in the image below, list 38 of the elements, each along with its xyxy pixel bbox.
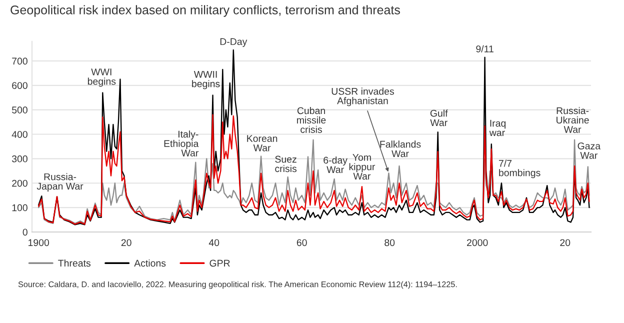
y-tick-label: 0 xyxy=(22,228,28,236)
annotation: Russia- Japan War xyxy=(36,173,84,192)
annotation: 6-day War xyxy=(324,156,348,174)
annotation: Gaza War xyxy=(578,142,601,159)
y-tick-label: 700 xyxy=(12,58,28,65)
y-tick-label: 600 xyxy=(12,82,28,90)
y-tick-label: 500 xyxy=(12,106,28,114)
y-tick-label: 100 xyxy=(12,204,28,212)
annotation: USSR invades Afghanistan xyxy=(332,88,394,106)
y-tick-label: 200 xyxy=(12,180,28,187)
chart-title: Geopolitical risk index based on military conflicts, terrorism and threats xyxy=(10,5,400,17)
annotation: Falklands War xyxy=(380,140,421,158)
x-tick-label: 60 xyxy=(296,239,307,246)
annotation: Russia- Ukraine War xyxy=(556,106,589,133)
x-tick-label: 80 xyxy=(384,239,395,246)
annotation: Italy- Ethiopia War xyxy=(164,130,199,156)
annotation: WWI begins xyxy=(88,68,116,87)
annotation: Suez crisis xyxy=(275,156,297,172)
legend-label: GPR xyxy=(210,260,230,267)
annotation: Gulf War xyxy=(430,110,448,126)
x-tick-label: 1900 xyxy=(28,239,50,246)
legend-label: Actions xyxy=(134,259,166,267)
annotation: 7/7 bombings xyxy=(498,160,540,178)
annotation: Iraq war xyxy=(489,120,506,136)
annotation: D-Day xyxy=(220,38,248,47)
x-tick-label: 20 xyxy=(560,239,570,246)
annotation: Cuban missile crisis xyxy=(297,106,326,133)
legend-label: Threats xyxy=(58,259,90,267)
annotation: 9/11 xyxy=(476,45,494,52)
annotation: WWII begins xyxy=(192,71,220,90)
x-tick-label: 40 xyxy=(208,239,220,246)
x-tick-label: 20 xyxy=(121,239,132,246)
y-tick-label: 300 xyxy=(12,155,28,162)
y-tick-label: 400 xyxy=(12,130,28,138)
annotation: Yom kippur War xyxy=(349,154,376,180)
annotation: Korean War xyxy=(247,135,278,152)
x-tick-label: 2000 xyxy=(467,239,488,246)
source-note: Source: Caldara, D. and Iacoviello, 2022. Measuring geopolitical risk. The American Economic Review 112(4): 1194–1225. xyxy=(18,281,457,289)
